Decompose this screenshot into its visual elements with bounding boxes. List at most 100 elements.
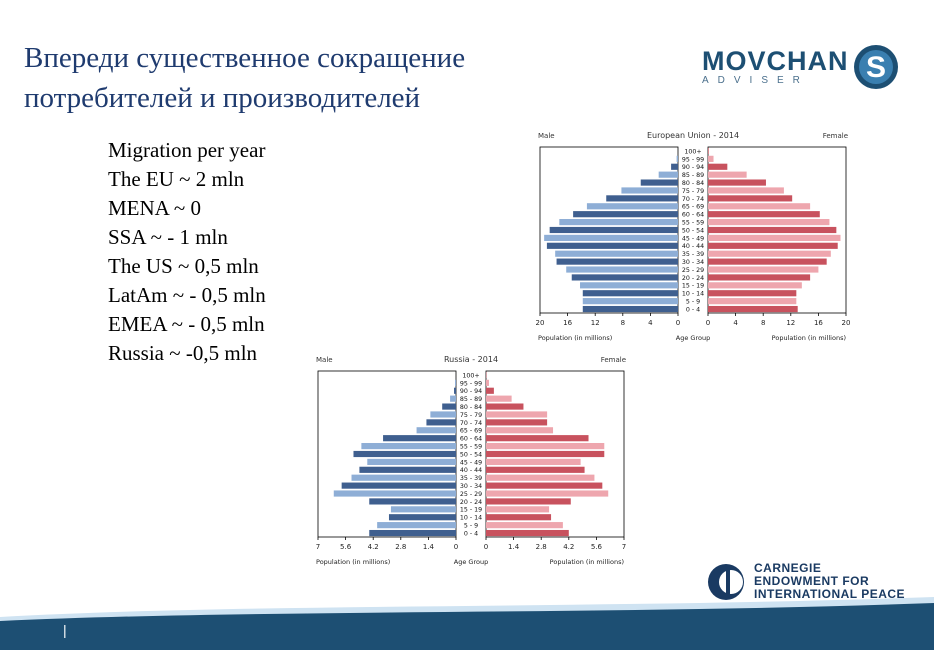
female-bar xyxy=(708,195,793,202)
female-bar xyxy=(708,147,709,155)
female-bar xyxy=(708,203,811,210)
age-group-label: 60 - 64 xyxy=(460,436,482,443)
male-bar xyxy=(369,529,456,537)
female-label: Female xyxy=(601,356,626,364)
migration-line: The US ~ 0,5 mln xyxy=(108,254,259,278)
age-group-label: 65 - 69 xyxy=(460,428,482,435)
age-group-label: 40 - 44 xyxy=(460,467,482,474)
x-tick-label: 16 xyxy=(563,319,572,327)
male-bar xyxy=(671,163,678,170)
female-bar xyxy=(708,211,820,218)
slide-title: Впереди существенное сокращение потребит… xyxy=(24,38,584,118)
x-tick-label: 0 xyxy=(454,543,458,551)
male-bar xyxy=(606,195,678,202)
male-bar xyxy=(571,274,678,281)
age-group-label: 35 - 39 xyxy=(460,475,482,482)
movchan-logo: MOVCHAN ADVISER S xyxy=(702,44,902,90)
migration-line: MENA ~ 0 xyxy=(108,196,202,220)
x-tick-label: 12 xyxy=(591,319,600,327)
title-line-2: потребителей и производителей xyxy=(24,82,421,114)
female-bar xyxy=(486,514,552,521)
female-bar xyxy=(486,379,489,386)
age-group-label: 15 - 19 xyxy=(460,507,482,514)
x-axis-label-left: Population (in millions) xyxy=(538,334,612,342)
female-bar xyxy=(708,242,838,249)
male-label: Male xyxy=(538,132,555,140)
carnegie-logo-text: CARNEGIE ENDOWMENT FOR INTERNATIONAL PEA… xyxy=(754,562,905,601)
male-bar xyxy=(454,387,456,394)
male-bar xyxy=(333,490,456,497)
age-group-label: 85 - 89 xyxy=(460,396,482,403)
male-bar xyxy=(549,226,678,234)
carnegie-line-2: ENDOWMENT FOR xyxy=(754,574,870,588)
age-group-label: 30 - 34 xyxy=(460,483,482,490)
male-bar xyxy=(361,443,456,450)
x-tick-label: 4.2 xyxy=(368,543,379,551)
movchan-logo-sub: ADVISER xyxy=(702,75,809,86)
age-group-label: 20 - 24 xyxy=(682,275,704,282)
x-axis-label-right: Population (in millions) xyxy=(550,558,624,566)
age-group-label: 55 - 59 xyxy=(682,219,704,226)
male-bar xyxy=(580,282,678,289)
x-tick-label: 4.2 xyxy=(563,543,574,551)
age-group-label: 10 - 14 xyxy=(460,515,482,522)
male-bar xyxy=(341,482,456,489)
male-bar xyxy=(676,155,678,162)
male-bar xyxy=(455,379,456,386)
male-bar xyxy=(353,450,456,458)
age-group-label: 15 - 19 xyxy=(682,283,704,290)
female-bar xyxy=(708,163,728,170)
male-bar xyxy=(566,266,678,273)
female-bar xyxy=(708,171,747,178)
female-bar xyxy=(486,427,554,434)
age-group-label: 60 - 64 xyxy=(682,212,704,219)
age-group-label: 30 - 34 xyxy=(682,259,704,266)
age-group-label: 35 - 39 xyxy=(682,251,704,258)
male-bar xyxy=(582,290,678,297)
female-bar xyxy=(708,155,714,162)
russia-pyramid-svg: Male Russia - 2014 Female 0 - 45 - 910 - 14… xyxy=(316,355,626,566)
title-line-1: Впереди существенное сокращение xyxy=(24,42,466,74)
male-bar xyxy=(555,250,678,257)
x-tick-label: 5.6 xyxy=(340,543,352,551)
age-group-label: 90 - 94 xyxy=(460,388,482,395)
male-bar xyxy=(544,234,678,241)
female-bar xyxy=(708,234,841,241)
carnegie-line-3: INTERNATIONAL PEACE xyxy=(754,587,906,601)
age-group-label: 95 - 99 xyxy=(682,156,704,163)
female-bar xyxy=(708,179,766,186)
migration-line: SSA ~ - 1 mln xyxy=(108,225,228,249)
footer-band xyxy=(0,597,934,650)
female-bar xyxy=(486,474,595,481)
x-tick-label: 2.8 xyxy=(536,543,547,551)
male-bar xyxy=(546,242,678,249)
male-bar xyxy=(359,466,456,473)
female-bar xyxy=(708,266,819,273)
age-group-label: 95 - 99 xyxy=(460,380,482,387)
age-group-label: 25 - 29 xyxy=(682,267,704,274)
female-bar xyxy=(486,411,548,418)
female-bar xyxy=(486,443,605,450)
age-group-label: 90 - 94 xyxy=(682,164,704,171)
x-axis-label-center: Age Group xyxy=(454,558,488,566)
male-bar xyxy=(351,474,456,481)
female-bar xyxy=(708,305,798,313)
male-label: Male xyxy=(316,356,333,364)
male-bar xyxy=(369,498,456,505)
x-tick-label: 20 xyxy=(842,319,851,327)
age-group-label: 100+ xyxy=(684,148,701,155)
male-bar xyxy=(383,435,456,442)
female-bar xyxy=(486,522,563,529)
x-tick-label: 7 xyxy=(622,543,626,551)
chart-title: European Union - 2014 xyxy=(647,131,739,140)
female-bar xyxy=(486,458,581,465)
x-tick-label: 2.8 xyxy=(395,543,406,551)
x-tick-label: 1.4 xyxy=(508,543,520,551)
female-bar xyxy=(708,282,802,289)
female-bar xyxy=(486,506,550,513)
age-group-label: 25 - 29 xyxy=(460,491,482,498)
female-bar xyxy=(708,258,827,265)
x-tick-label: 16 xyxy=(814,319,823,327)
x-tick-label: 8 xyxy=(761,319,765,327)
female-bar xyxy=(486,466,585,473)
